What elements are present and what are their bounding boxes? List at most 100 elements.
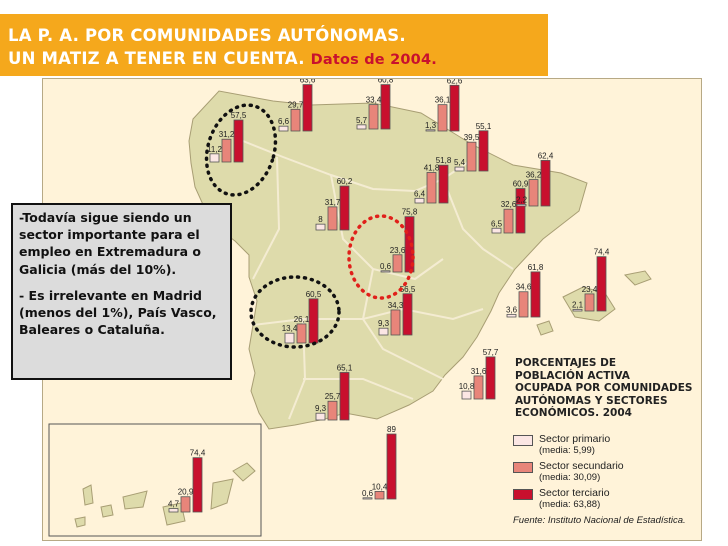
bar-value-label: 10,4	[372, 482, 388, 491]
bar-secondary	[368, 104, 379, 130]
bar-value-label: 36,2	[526, 171, 542, 180]
bar-secondary	[392, 254, 403, 273]
bar-secondary	[518, 291, 529, 318]
bar-value-label: 0,6	[380, 262, 392, 271]
legend-title-line: OCUPADA POR COMUNIDADES	[515, 382, 693, 394]
land-areas	[188, 90, 652, 430]
note-text-1: Todavía sigue siendo un sector important…	[19, 210, 201, 277]
region-bar-group: 6,4 41,851,8	[414, 156, 452, 204]
bar-value-label: 36,1	[435, 96, 451, 105]
bar-value-label: 5,7	[356, 116, 368, 125]
bar-secondary	[290, 108, 301, 132]
highlight-circles	[204, 103, 415, 349]
bar-value-label: 60,8	[378, 79, 394, 85]
bar-primary	[278, 125, 289, 132]
bar-secondary	[437, 104, 448, 132]
island-fuerteventura	[210, 478, 234, 510]
bar-secondary	[528, 179, 539, 207]
bar-charts-layer: 11,2 31,2 57,5 6,6 29,7 63,6 5,7 33,4 60,8 1,3 36,…	[168, 79, 610, 513]
bar-tertiary	[540, 160, 551, 207]
bar-primary	[315, 223, 326, 231]
bar-value-label: 62,4	[538, 151, 554, 160]
bar-primary	[168, 508, 179, 513]
legend-title-line: AUTÓNOMAS Y SECTORES	[515, 394, 668, 407]
circle-madrid	[347, 214, 415, 300]
bar-value-label: 32,6	[501, 200, 517, 209]
bar-primary	[461, 390, 472, 400]
legend-swatch-primary	[513, 435, 533, 446]
legend-title: PORCENTAJES DE POBLACIÓN ACTIVA OCUPADA …	[515, 357, 692, 420]
bar-tertiary	[485, 356, 496, 400]
source-note: Fuente: Instituto Nacional de Estadístic…	[513, 515, 686, 526]
region-bar-group: 3,6 34,6 61,8	[506, 263, 544, 318]
bar-primary	[378, 327, 389, 336]
bar-value-label: 74,4	[594, 248, 610, 257]
bar-secondary	[180, 496, 191, 513]
bar-primary	[516, 203, 527, 207]
title-line-2: UN MATIZ A TENER EN CUENTA. Datos de 200…	[8, 47, 540, 72]
bar-value-label: 9,3	[315, 404, 327, 413]
bar-secondary	[390, 309, 401, 336]
ibiza	[536, 320, 554, 336]
bar-value-label: 61,8	[528, 263, 544, 272]
bar-primary	[506, 313, 517, 318]
note-dash-1: -	[19, 210, 23, 225]
bar-value-label: 89	[387, 425, 396, 434]
bar-value-label: 31,7	[325, 198, 341, 207]
legend-title-line: POBLACIÓN ACTIVA	[515, 369, 630, 382]
bar-tertiary	[386, 433, 397, 500]
bar-value-label: 33,4	[366, 96, 382, 105]
bar-secondary	[466, 141, 477, 172]
bar-value-label: 51,8	[436, 156, 452, 165]
title-banner: LA P. A. POR COMUNIDADES AUTÓNOMAS. UN M…	[0, 14, 548, 76]
bar-tertiary	[402, 293, 413, 336]
bar-value-label: 41,8	[424, 163, 440, 172]
bar-primary	[491, 227, 502, 234]
note-paragraph-2: - Es irrelevante en Madrid (menos del 1%…	[19, 287, 224, 339]
bar-primary	[356, 124, 367, 130]
bar-tertiary	[515, 188, 526, 234]
region-bar-group: 5,4 39,5 55,1	[454, 122, 492, 172]
map-panel: 11,2 31,2 57,5 6,6 29,7 63,6 5,7 33,4 60,8 1,3 36,…	[42, 78, 702, 541]
legend-swatch-secondary	[513, 462, 533, 473]
bar-value-label: 31,6	[471, 367, 487, 376]
region-borders	[242, 140, 514, 420]
bar-value-label: 57,7	[483, 348, 499, 357]
canarias-inset-frame	[48, 423, 262, 537]
bar-tertiary	[233, 119, 244, 163]
circle-galicia	[204, 103, 278, 197]
bar-primary	[414, 197, 425, 204]
bar-tertiary	[339, 372, 350, 421]
bar-value-label: 8	[318, 215, 323, 224]
bar-tertiary	[302, 84, 313, 132]
region-bar-group: 2,1 23,4 74,4	[572, 248, 610, 312]
bar-value-label: 23,6	[390, 246, 406, 255]
bar-primary	[315, 412, 326, 421]
bar-secondary	[473, 375, 484, 400]
bar-secondary	[584, 293, 595, 312]
bar-primary	[425, 129, 436, 132]
bar-value-label: 11,2	[207, 145, 223, 154]
region-bar-group: 6,6 29,7 63,6	[278, 79, 316, 132]
bar-value-label: 13,4	[282, 324, 298, 333]
bar-value-label: 2,1	[572, 300, 584, 309]
bar-secondary	[503, 208, 514, 234]
note-dash-2: -	[19, 287, 29, 303]
region-bar-group: 9,3 25,7 65,1	[315, 363, 353, 421]
bar-value-label: 57,5	[231, 111, 247, 120]
bar-tertiary	[596, 256, 607, 312]
bar-value-label: 60,5	[306, 290, 322, 299]
title-date: Datos de 2004.	[310, 52, 437, 68]
title-line-2-text: UN MATIZ A TENER EN CUENTA.	[8, 49, 305, 68]
bar-tertiary	[449, 84, 460, 132]
bar-value-label: 5,4	[454, 158, 466, 167]
region-bar-group: 4,7 20,9 74,4	[168, 449, 206, 513]
legend-label-tertiary: Sector terciario	[539, 487, 610, 499]
region-bar-group: 2,2 36,2 62,4	[516, 151, 554, 207]
bar-primary	[572, 309, 583, 312]
canarias-inset	[48, 423, 262, 537]
menorca	[623, 270, 652, 286]
bar-value-label: 34,6	[516, 283, 532, 292]
bar-secondary	[327, 400, 338, 421]
bar-value-label: 0,6	[362, 489, 374, 498]
